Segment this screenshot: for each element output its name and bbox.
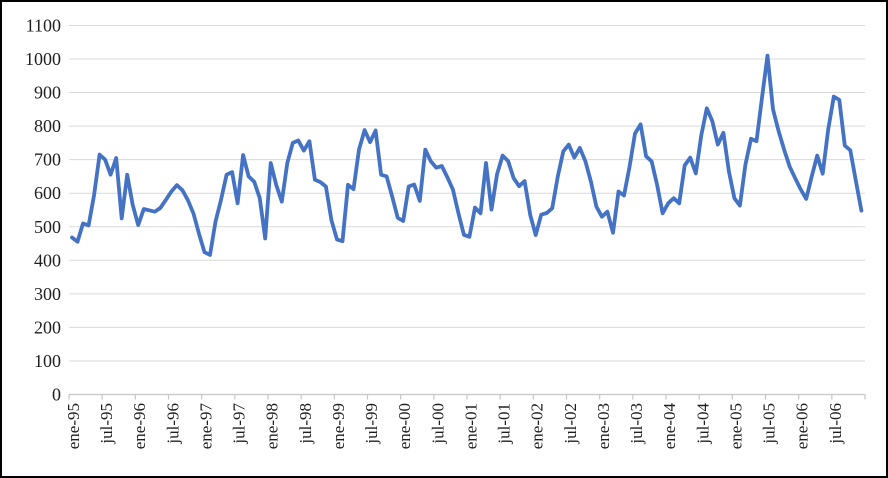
y-axis-tick-label: 300 <box>34 284 61 304</box>
y-axis-tick-label: 500 <box>34 217 61 237</box>
x-axis-tick-label: jul-04 <box>693 403 712 445</box>
y-axis-tick-label: 700 <box>34 150 61 170</box>
x-axis-tick-label: ene-03 <box>594 403 613 449</box>
x-axis-tick-label: ene-01 <box>461 403 480 449</box>
x-axis-tick-label: ene-02 <box>528 403 547 449</box>
y-axis-tick-label: 100 <box>34 351 61 371</box>
y-axis-tick-label: 900 <box>34 83 61 103</box>
x-axis-tick-label: jul-95 <box>97 403 116 445</box>
x-axis-tick-label: jul-97 <box>230 403 249 445</box>
x-axis-tick-label: ene-96 <box>130 403 149 449</box>
x-axis-tick-label: ene-95 <box>64 403 83 449</box>
x-axis-tick-label: jul-98 <box>296 403 315 445</box>
x-axis-tick-label: jul-02 <box>561 403 580 445</box>
x-axis-tick-label: jul-06 <box>826 403 845 445</box>
data-line-series <box>70 53 864 257</box>
y-axis-tick-label: 800 <box>34 116 61 136</box>
x-axis-tick-label: jul-96 <box>163 403 182 445</box>
x-axis-tick-label: ene-06 <box>793 403 812 449</box>
x-axis-tick-label: ene-98 <box>263 403 282 449</box>
x-axis-tick-label: ene-05 <box>726 403 745 449</box>
x-axis-tick-label: jul-01 <box>495 403 514 445</box>
x-axis-tick-label: jul-99 <box>362 403 381 445</box>
x-axis-tick-label: jul-05 <box>760 403 779 445</box>
x-axis-tick-label: ene-99 <box>329 403 348 449</box>
y-axis-tick-label: 1100 <box>26 15 61 35</box>
x-axis-tick-label: ene-00 <box>395 403 414 449</box>
y-axis-tick-label: 400 <box>34 250 61 270</box>
y-axis-tick-label: 200 <box>34 317 61 337</box>
x-axis-tick-label: ene-04 <box>660 403 679 450</box>
x-axis-tick-label: jul-00 <box>428 403 447 445</box>
y-axis-tick-label: 1000 <box>25 49 61 69</box>
x-axis-tick-label: jul-03 <box>627 403 646 445</box>
x-axis-tick-label: ene-97 <box>196 403 215 450</box>
y-axis-tick-label: 600 <box>34 183 61 203</box>
y-axis-tick-label: 0 <box>52 385 61 405</box>
